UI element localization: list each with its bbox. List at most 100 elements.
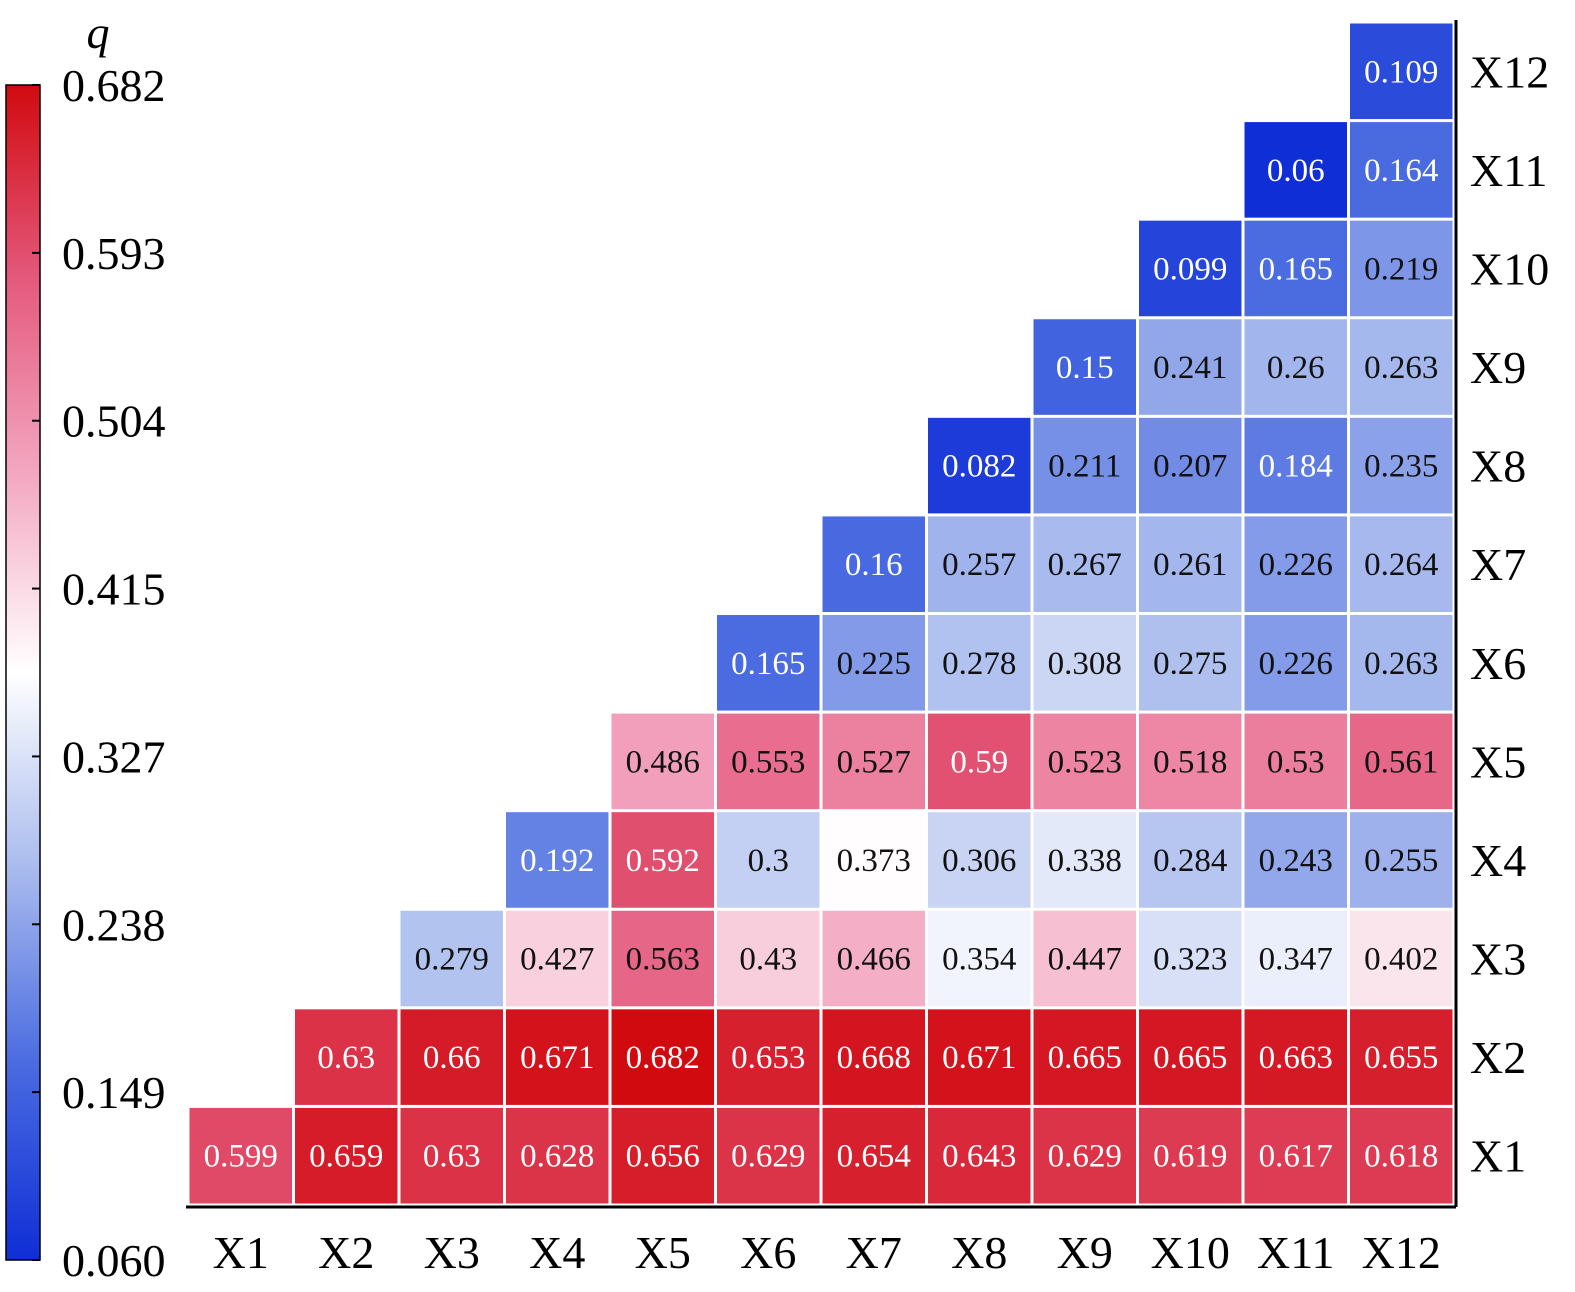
- heatmap-cell: [1033, 417, 1136, 514]
- heatmap-cell-label: 0.629: [731, 1139, 805, 1175]
- heatmap-cell: [1033, 319, 1136, 415]
- heatmap-cell-label: 0.373: [837, 843, 911, 879]
- heatmap-cell: [1033, 516, 1136, 612]
- heatmap-cell-label: 0.668: [837, 1040, 911, 1076]
- heatmap-cell-label: 0.235: [1364, 449, 1438, 485]
- heatmap-cell: [1033, 713, 1136, 810]
- heatmap-cell-label: 0.226: [1259, 646, 1333, 682]
- heatmap-cell: [1350, 812, 1453, 908]
- y-tick-label: X12: [1470, 46, 1549, 97]
- heatmap-cell-label: 0.665: [1153, 1040, 1227, 1076]
- heatmap-cell: [1033, 1009, 1136, 1105]
- heatmap-cell: [1350, 220, 1453, 317]
- heatmap-cell: [928, 1107, 1031, 1204]
- heatmap-cell-label: 0.165: [1259, 251, 1333, 287]
- heatmap-cell: [1244, 713, 1347, 810]
- heatmap-cell-label: 0.347: [1259, 942, 1333, 978]
- heatmap-cell-label: 0.653: [731, 1040, 805, 1076]
- heatmap-cell-label: 0.654: [837, 1139, 911, 1175]
- heatmap-cell-label: 0.263: [1364, 646, 1438, 682]
- heatmap-cell-label: 0.659: [309, 1139, 383, 1175]
- colorbar: q 0.060 0.149 0.238 0.327 0.415 0.504 0.593 0.6…: [5, 7, 166, 1286]
- y-tick-label: X5: [1470, 736, 1526, 787]
- heatmap-cell: [717, 713, 820, 810]
- heatmap-cell: [1350, 319, 1453, 415]
- heatmap-cell-label: 0.59: [950, 744, 1008, 780]
- heatmap-cells: 0.599 0.659 0.63 0.628 0.656 0.629 0.654 0.643 0…: [189, 23, 1453, 1204]
- heatmap-cell: [1350, 615, 1453, 711]
- heatmap-cell: [1244, 615, 1347, 711]
- heatmap-cell-label: 0.16: [845, 547, 903, 583]
- heatmap-cell-label: 0.255: [1364, 843, 1438, 879]
- heatmap-cell: [1244, 319, 1347, 415]
- heatmap-cell-label: 0.523: [1048, 744, 1122, 780]
- colorbar-tick-label: 0.238: [62, 899, 166, 950]
- heatmap-cell: [717, 615, 820, 711]
- heatmap-cell-label: 0.207: [1153, 449, 1227, 485]
- heatmap-cell-label: 0.278: [942, 646, 1016, 682]
- colorbar-ticks: 0.060 0.149 0.238 0.327 0.415 0.504 0.593 0.682: [32, 60, 166, 1286]
- heatmap-cell-label: 0.628: [520, 1139, 594, 1175]
- colorbar-gradient: [5, 84, 41, 1261]
- heatmap-cell-label: 0.619: [1153, 1139, 1227, 1175]
- heatmap-cell: [822, 812, 925, 908]
- heatmap-cell-label: 0.284: [1153, 843, 1227, 879]
- heatmap-cell-label: 0.354: [942, 942, 1016, 978]
- heatmap-cell: [1139, 319, 1242, 415]
- heatmap-cell: [717, 910, 820, 1007]
- heatmap-cell: [1350, 910, 1453, 1007]
- heatmap-cell-label: 0.226: [1259, 547, 1333, 583]
- y-axis-ticks: X1 X2 X3 X4 X5 X6 X7 X8 X9 X10 X11 X12: [1470, 46, 1549, 1181]
- heatmap-cell: [506, 812, 609, 908]
- x-tick-label: X6: [740, 1227, 796, 1278]
- heatmap-cell: [928, 516, 1031, 612]
- heatmap-cell: [1139, 713, 1242, 810]
- heatmap-cell: [1244, 910, 1347, 1007]
- heatmap-cell-label: 0.261: [1153, 547, 1227, 583]
- heatmap-cell: [822, 516, 925, 612]
- heatmap-cell-label: 0.563: [626, 942, 700, 978]
- heatmap-cell-label: 0.599: [204, 1139, 278, 1175]
- colorbar-tick-label: 0.060: [62, 1235, 166, 1286]
- heatmap-cell-label: 0.257: [942, 547, 1016, 583]
- heatmap-cell-label: 0.486: [626, 744, 700, 780]
- heatmap-cell-label: 0.306: [942, 843, 1016, 879]
- x-axis-ticks: X1 X2 X3 X4 X5 X6 X7 X8 X9 X10 X11 X12: [213, 1227, 1441, 1278]
- heatmap-cell-label: 0.466: [837, 942, 911, 978]
- heatmap-cell: [1350, 713, 1453, 810]
- x-tick-label: X2: [318, 1227, 374, 1278]
- heatmap-cell-label: 0.06: [1267, 153, 1325, 189]
- y-tick-label: X9: [1470, 342, 1526, 393]
- heatmap-cell: [822, 615, 925, 711]
- colorbar-tick-label: 0.327: [62, 731, 166, 782]
- heatmap-cell: [1350, 1009, 1453, 1105]
- heatmap-cell: [1350, 122, 1453, 218]
- heatmap-cell: [1033, 1107, 1136, 1204]
- heatmap-cell: [1139, 812, 1242, 908]
- heatmap-cell: [1350, 1107, 1453, 1204]
- heatmap-cell-label: 0.665: [1048, 1040, 1122, 1076]
- heatmap-cell: [1033, 615, 1136, 711]
- heatmap-cell: [1244, 122, 1347, 218]
- heatmap-cell: [1139, 1009, 1242, 1105]
- heatmap-cell: [295, 1107, 398, 1204]
- heatmap-cell: [1350, 516, 1453, 612]
- heatmap-cell-label: 0.3: [748, 843, 789, 879]
- heatmap-cell-label: 0.671: [942, 1040, 1016, 1076]
- heatmap-cell-label: 0.617: [1259, 1139, 1333, 1175]
- y-tick-label: X2: [1470, 1032, 1526, 1083]
- x-tick-label: X7: [846, 1227, 902, 1278]
- colorbar-tick-label: 0.504: [62, 396, 166, 447]
- heatmap-cell: [611, 713, 714, 810]
- heatmap-cell-label: 0.26: [1267, 350, 1325, 386]
- heatmap-cell-label: 0.15: [1056, 350, 1114, 386]
- heatmap-cell: [928, 713, 1031, 810]
- heatmap-cell: [1139, 417, 1242, 514]
- heatmap-cell-label: 0.099: [1153, 251, 1227, 287]
- x-tick-label: X8: [951, 1227, 1007, 1278]
- heatmap-cell: [1139, 516, 1242, 612]
- heatmap-cell: [1244, 812, 1347, 908]
- heatmap-cell-label: 0.656: [626, 1139, 700, 1175]
- heatmap-cell: [822, 713, 925, 810]
- heatmap-cell: [1033, 812, 1136, 908]
